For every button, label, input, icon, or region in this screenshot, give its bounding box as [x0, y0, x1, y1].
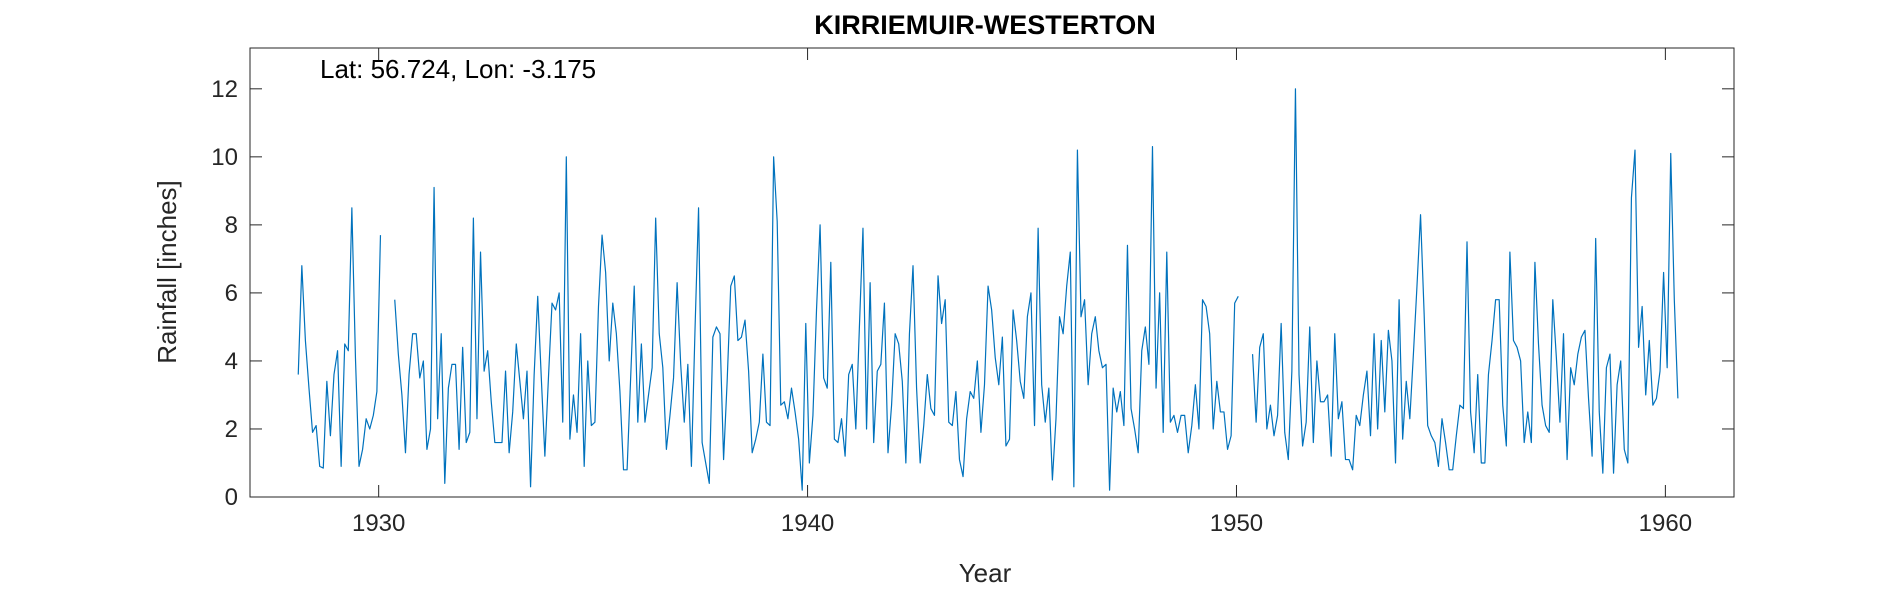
- rainfall-series-line: [297, 88, 1679, 491]
- axes: 1930 1940 1950 1960 0 2 4 6 8 10 12: [211, 48, 1734, 537]
- x-tick-label: 1960: [1639, 510, 1692, 537]
- y-tick-label: 12: [211, 76, 238, 103]
- x-tick-label: 1930: [352, 510, 405, 537]
- y-tick-label: 0: [225, 484, 238, 511]
- y-axis-label: Rainfall [inches]: [152, 180, 182, 364]
- y-tick-label: 4: [225, 348, 238, 375]
- y-tick-label: 8: [225, 212, 238, 239]
- chart-title: KIRRIEMUIR-WESTERTON: [814, 10, 1156, 40]
- location-annotation: Lat: 56.724, Lon: -3.175: [320, 54, 596, 84]
- y-tick-label: 6: [225, 280, 238, 307]
- x-tick-label: 1950: [1210, 510, 1263, 537]
- x-axis-label: Year: [959, 558, 1012, 588]
- y-tick-label: 2: [225, 416, 238, 443]
- y-tick-label: 10: [211, 144, 238, 171]
- x-tick-label: 1940: [781, 510, 834, 537]
